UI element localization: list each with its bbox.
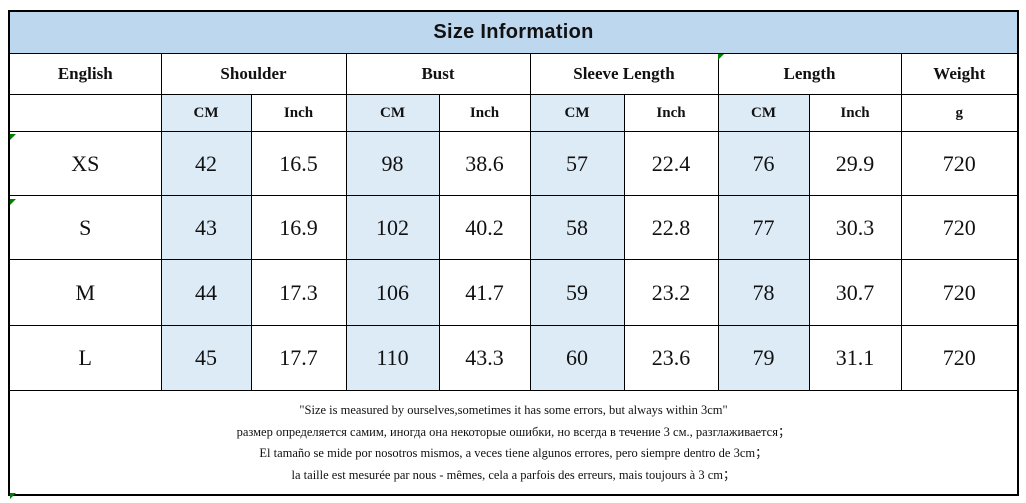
table-row: S 43 16.9 102 40.2 58 22.8 77 30.3 720 (8, 195, 1019, 260)
value-cell: 43 (160, 195, 252, 260)
footer-note-line-es: El tamaño se mide por nosotros mismos, a… (259, 446, 768, 460)
unit-cell-length-cm: CM (717, 94, 810, 132)
value-cell: 720 (900, 195, 1019, 260)
size-label: XS (8, 131, 162, 196)
value-cell: 43.3 (438, 325, 531, 391)
value-cell: 30.7 (808, 259, 902, 326)
unit-cell-sleeve-cm: CM (529, 94, 625, 132)
value-cell: 78 (717, 259, 810, 326)
page-title: Size Information (8, 10, 1019, 54)
column-header-shoulder: Shoulder (160, 53, 347, 95)
unit-cell-bust-cm: CM (345, 94, 440, 132)
value-cell: 41.7 (438, 259, 531, 326)
value-cell: 23.2 (623, 259, 719, 326)
value-cell: 40.2 (438, 195, 531, 260)
unit-cell-length-inch: Inch (808, 94, 902, 132)
value-cell: 57 (529, 131, 625, 196)
column-header-weight: Weight (900, 53, 1019, 95)
column-header-length: Length (717, 53, 902, 95)
unit-cell-bust-inch: Inch (438, 94, 531, 132)
value-cell: 16.9 (250, 195, 347, 260)
unit-header-row: CM Inch CM Inch CM Inch CM Inch g (8, 94, 1019, 132)
value-cell: 38.6 (438, 131, 531, 196)
value-cell: 23.6 (623, 325, 719, 391)
value-cell: 720 (900, 325, 1019, 391)
value-cell: 106 (345, 259, 440, 326)
value-cell: 17.3 (250, 259, 347, 326)
column-header-sleeve-length: Sleeve Length (529, 53, 719, 95)
value-cell: 22.4 (623, 131, 719, 196)
value-cell: 77 (717, 195, 810, 260)
value-cell: 79 (717, 325, 810, 391)
column-header-bust: Bust (345, 53, 531, 95)
size-table-grid: Size Information English Shoulder Bust S… (8, 10, 1020, 496)
value-cell: 16.5 (250, 131, 347, 196)
footer-note-line-ru: размер определяется самим, иногда она не… (236, 424, 791, 439)
value-cell: 76 (717, 131, 810, 196)
value-cell: 720 (900, 259, 1019, 326)
value-cell: 60 (529, 325, 625, 391)
error-indicator-icon (10, 199, 16, 205)
value-cell: 98 (345, 131, 440, 196)
footer-note: "Size is measured by ourselves,sometimes… (8, 390, 1019, 496)
value-cell: 30.3 (808, 195, 902, 260)
value-cell: 45 (160, 325, 252, 391)
error-indicator-icon (10, 134, 16, 140)
unit-cell-sleeve-inch: Inch (623, 94, 719, 132)
value-cell: 110 (345, 325, 440, 391)
value-cell: 42 (160, 131, 252, 196)
column-header-english: English (8, 53, 162, 95)
footer-note-line-en: "Size is measured by ourselves,sometimes… (299, 403, 728, 417)
footer-note-line-fr: la taille est mesurée par nous - mêmes, … (291, 467, 736, 482)
size-table: Size Information English Shoulder Bust S… (8, 10, 1020, 499)
value-cell: 58 (529, 195, 625, 260)
table-row: M 44 17.3 106 41.7 59 23.2 78 30.7 720 (8, 259, 1019, 326)
unit-cell-empty (8, 94, 162, 132)
value-cell: 31.1 (808, 325, 902, 391)
table-row: XS 42 16.5 98 38.6 57 22.4 76 29.9 720 (8, 131, 1019, 196)
unit-cell-weight-g: g (900, 94, 1019, 132)
value-cell: 29.9 (808, 131, 902, 196)
value-cell: 102 (345, 195, 440, 260)
value-cell: 17.7 (250, 325, 347, 391)
unit-cell-shoulder-inch: Inch (250, 94, 347, 132)
value-cell: 44 (160, 259, 252, 326)
size-label: S (8, 195, 162, 260)
unit-cell-shoulder-cm: CM (160, 94, 252, 132)
error-indicator-icon (718, 54, 724, 60)
column-group-header-row: English Shoulder Bust Sleeve Length Leng… (8, 53, 1019, 95)
value-cell: 59 (529, 259, 625, 326)
size-label: M (8, 259, 162, 326)
footer-note-row: "Size is measured by ourselves,sometimes… (8, 390, 1019, 496)
table-title-row: Size Information (8, 10, 1019, 54)
size-label: L (8, 325, 162, 391)
error-indicator-icon (10, 493, 16, 499)
value-cell: 22.8 (623, 195, 719, 260)
value-cell: 720 (900, 131, 1019, 196)
table-row: L 45 17.7 110 43.3 60 23.6 79 31.1 720 (8, 325, 1019, 391)
